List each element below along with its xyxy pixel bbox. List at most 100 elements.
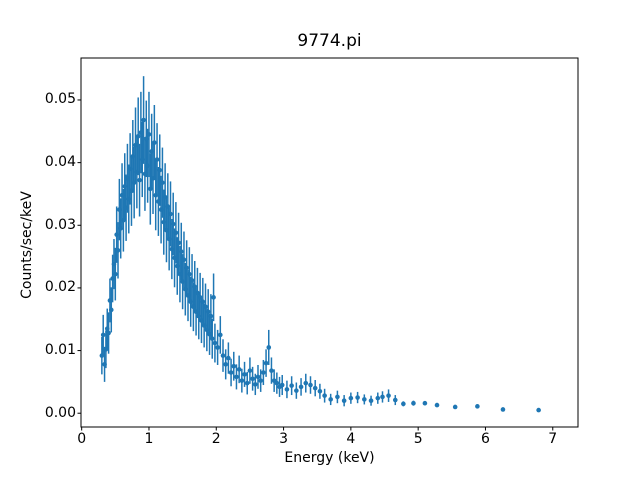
data-point-marker bbox=[208, 313, 214, 319]
data-point-marker bbox=[104, 326, 110, 331]
data-point-marker bbox=[220, 353, 226, 358]
data-point-marker bbox=[123, 205, 129, 211]
data-point-marker bbox=[184, 265, 189, 271]
data-point-marker bbox=[422, 400, 428, 406]
data-point-marker bbox=[145, 163, 150, 169]
data-point-marker bbox=[191, 304, 196, 310]
data-point-marker bbox=[536, 407, 541, 413]
x-tick-label: 6 bbox=[480, 431, 490, 447]
data-point-marker bbox=[188, 299, 193, 305]
data-point-marker bbox=[250, 376, 255, 382]
data-point-marker bbox=[239, 378, 245, 383]
data-point-marker bbox=[117, 207, 122, 212]
data-point-marker bbox=[189, 278, 195, 283]
data-point-marker bbox=[348, 395, 354, 401]
data-point-marker bbox=[317, 388, 323, 394]
data-point-marker bbox=[236, 367, 242, 372]
x-tick-label: 4 bbox=[346, 431, 356, 447]
data-point-marker bbox=[139, 157, 145, 162]
data-point-marker bbox=[148, 186, 153, 192]
data-point-marker bbox=[99, 353, 105, 358]
data-point-marker bbox=[263, 360, 269, 366]
data-point-marker bbox=[266, 345, 272, 350]
plot-spines bbox=[80, 57, 579, 428]
data-point-marker bbox=[111, 261, 117, 267]
data-point-marker bbox=[500, 407, 506, 412]
x-tick-label: 5 bbox=[413, 431, 423, 447]
data-point-marker bbox=[115, 248, 121, 253]
data-point-marker bbox=[289, 383, 294, 388]
data-point-marker bbox=[169, 246, 175, 252]
data-point-marker bbox=[312, 385, 318, 391]
data-point-marker bbox=[114, 232, 119, 237]
data-point-marker bbox=[411, 400, 416, 406]
data-point-marker bbox=[121, 217, 126, 223]
data-point-marker bbox=[207, 331, 212, 337]
y-tick-label: 0.02 bbox=[44, 279, 76, 296]
data-point-marker bbox=[102, 362, 107, 367]
y-tick-label: 0.05 bbox=[44, 91, 76, 108]
y-tick-label: 0.01 bbox=[44, 342, 76, 359]
data-point-marker bbox=[178, 249, 184, 254]
data-point-marker bbox=[303, 380, 309, 386]
data-point-marker bbox=[197, 295, 203, 300]
data-point-marker bbox=[204, 327, 210, 333]
data-point-marker bbox=[434, 402, 440, 408]
data-point-marker bbox=[294, 388, 299, 393]
data-point-marker bbox=[133, 142, 138, 148]
data-point-marker bbox=[106, 330, 111, 336]
data-point-marker bbox=[157, 167, 163, 173]
data-point-marker bbox=[177, 271, 183, 277]
data-point-marker bbox=[143, 136, 149, 142]
y-tick-label: 0.00 bbox=[44, 404, 76, 421]
data-point-marker bbox=[284, 387, 290, 392]
data-point-marker bbox=[160, 180, 165, 185]
data-point-marker bbox=[258, 378, 263, 383]
data-point-marker bbox=[355, 395, 360, 400]
data-point-marker bbox=[328, 397, 333, 402]
data-point-marker bbox=[141, 117, 146, 123]
data-point-marker bbox=[127, 166, 133, 172]
data-point-marker bbox=[135, 134, 141, 139]
data-point-marker bbox=[211, 295, 216, 300]
data-point-marker bbox=[308, 382, 313, 388]
data-point-marker bbox=[183, 286, 188, 292]
data-point-marker bbox=[195, 290, 200, 296]
data-point-marker bbox=[122, 184, 128, 189]
data-point-marker bbox=[161, 219, 167, 225]
data-point-marker bbox=[322, 393, 327, 398]
data-point-marker bbox=[475, 404, 480, 409]
data-point-marker bbox=[100, 332, 106, 338]
data-point-marker bbox=[298, 384, 304, 390]
x-tick-label: 0 bbox=[77, 431, 87, 447]
data-point-marker bbox=[118, 226, 124, 231]
data-point-marker bbox=[244, 380, 250, 386]
data-point-marker bbox=[149, 149, 154, 154]
data-point-marker bbox=[131, 180, 137, 185]
data-point-marker bbox=[165, 204, 171, 209]
data-point-marker bbox=[166, 236, 172, 242]
data-point-marker bbox=[226, 355, 231, 361]
data-point-marker bbox=[269, 368, 274, 373]
data-point-marker bbox=[380, 394, 385, 400]
data-point-marker bbox=[392, 397, 398, 403]
x-tick-label: 7 bbox=[548, 431, 558, 447]
data-point-marker bbox=[153, 192, 159, 198]
data-point-marker bbox=[255, 374, 261, 380]
data-point-marker bbox=[375, 395, 381, 401]
data-point-marker bbox=[150, 175, 156, 181]
data-point-marker bbox=[181, 257, 187, 263]
data-point-marker bbox=[142, 171, 148, 177]
data-point-marker bbox=[215, 345, 220, 350]
data-point-marker bbox=[203, 304, 208, 310]
x-axis-label: Energy (keV) bbox=[284, 450, 375, 466]
data-point-marker bbox=[168, 211, 173, 217]
data-point-marker bbox=[201, 323, 207, 328]
data-point-marker bbox=[103, 347, 109, 352]
data-point-marker bbox=[134, 169, 140, 175]
data-point-marker bbox=[212, 340, 218, 346]
data-point-marker bbox=[164, 227, 169, 233]
data-point-marker bbox=[253, 382, 258, 387]
data-point-marker bbox=[218, 332, 223, 338]
data-point-marker bbox=[137, 177, 142, 183]
